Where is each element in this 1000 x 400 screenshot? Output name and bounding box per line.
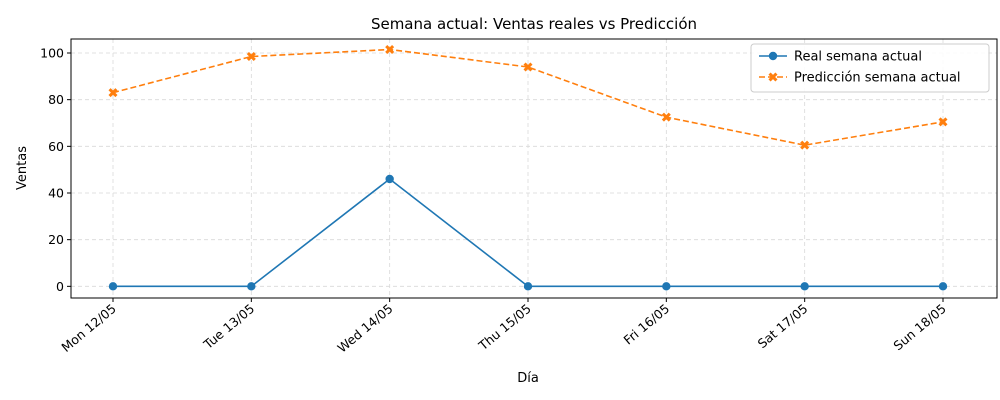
legend-label: Real semana actual <box>794 50 922 65</box>
x-tick-label: Mon 12/05 <box>58 301 118 355</box>
y-axis-title: Ventas <box>15 146 30 190</box>
data-point <box>246 51 256 62</box>
y-axis: 0 20 40 60 80 100 <box>40 46 71 294</box>
x-tick-label: Tue 13/05 <box>200 301 257 353</box>
x-axis-title: Día <box>517 371 539 386</box>
data-point <box>938 117 948 127</box>
legend: Real semana actual Predicción semana actu… <box>750 43 990 93</box>
legend-box <box>750 43 990 93</box>
data-point <box>768 72 778 82</box>
series-2 <box>108 44 948 150</box>
y-tick-label: 100 <box>40 46 64 61</box>
x-tick-label: Sat 17/05 <box>755 301 811 351</box>
legend-item: Predicción semana actual <box>759 71 961 86</box>
chart-title: Semana actual: Ventas reales vs Predicci… <box>371 15 697 33</box>
data-point <box>662 282 671 291</box>
plot-frame <box>70 38 998 299</box>
legend-item: Real semana actual <box>759 50 922 65</box>
y-tick-label: 20 <box>48 232 64 247</box>
y-tick-label: 80 <box>48 92 64 107</box>
data-point <box>385 174 394 184</box>
legend-label: Predicción semana actual <box>794 71 961 86</box>
x-tick-label: Thu 15/05 <box>475 301 534 354</box>
x-tick-label: Wed 14/05 <box>334 301 395 356</box>
data-point <box>108 282 118 291</box>
data-point <box>523 62 533 72</box>
x-axis: Mon 12/05 Tue 13/05 Wed 14/05 Thu 15/05 Fri … <box>58 298 949 356</box>
series-layer <box>108 44 948 291</box>
data-point <box>661 112 671 122</box>
data-point <box>108 88 118 98</box>
data-point <box>523 282 533 291</box>
data-point <box>768 51 778 61</box>
data-point <box>800 282 809 291</box>
data-point <box>800 140 810 150</box>
data-point <box>385 44 395 55</box>
y-tick-label: 60 <box>48 139 64 154</box>
y-tick-label: 40 <box>48 186 64 201</box>
x-tick-label: Fri 16/05 <box>621 301 673 348</box>
x-tick-label: Sun 18/05 <box>890 301 949 353</box>
y-tick-label: 0 <box>56 279 64 294</box>
data-point <box>938 282 948 291</box>
data-point <box>247 282 256 291</box>
series-1 <box>108 174 948 291</box>
